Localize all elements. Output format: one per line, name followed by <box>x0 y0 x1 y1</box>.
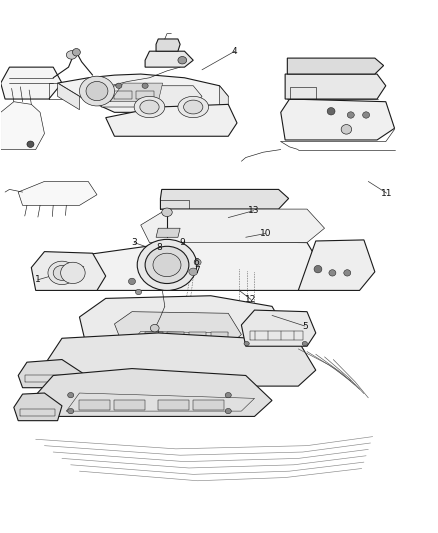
Polygon shape <box>160 189 288 209</box>
Polygon shape <box>166 332 184 340</box>
Text: 3: 3 <box>131 238 137 247</box>
Text: 5: 5 <box>301 321 307 330</box>
Polygon shape <box>193 400 223 410</box>
Ellipse shape <box>60 262 85 284</box>
Ellipse shape <box>66 51 77 59</box>
Polygon shape <box>44 333 315 386</box>
Ellipse shape <box>362 112 369 118</box>
Polygon shape <box>57 74 228 112</box>
Polygon shape <box>1 102 44 150</box>
Text: 13: 13 <box>247 206 259 215</box>
Ellipse shape <box>134 96 164 118</box>
Ellipse shape <box>150 325 159 332</box>
Polygon shape <box>110 83 162 102</box>
Polygon shape <box>1 67 62 99</box>
Polygon shape <box>155 39 180 51</box>
Ellipse shape <box>72 49 80 56</box>
Polygon shape <box>188 332 206 340</box>
Polygon shape <box>79 400 110 410</box>
Text: 4: 4 <box>231 47 237 55</box>
Ellipse shape <box>244 342 249 346</box>
Ellipse shape <box>177 96 208 118</box>
Polygon shape <box>219 86 228 110</box>
Polygon shape <box>141 209 324 243</box>
Text: 12: 12 <box>245 295 256 304</box>
Ellipse shape <box>326 108 334 115</box>
Ellipse shape <box>188 268 197 276</box>
Polygon shape <box>155 228 180 237</box>
Ellipse shape <box>128 278 135 285</box>
Polygon shape <box>57 83 79 110</box>
Ellipse shape <box>86 82 108 101</box>
Polygon shape <box>114 312 241 346</box>
Ellipse shape <box>152 253 180 277</box>
Ellipse shape <box>142 83 148 88</box>
Ellipse shape <box>313 265 321 273</box>
Ellipse shape <box>79 76 114 106</box>
Polygon shape <box>149 209 297 243</box>
Ellipse shape <box>67 392 74 398</box>
Ellipse shape <box>328 270 335 276</box>
Polygon shape <box>101 86 201 107</box>
Text: 11: 11 <box>380 189 392 198</box>
Ellipse shape <box>116 83 122 88</box>
Ellipse shape <box>137 239 196 290</box>
Polygon shape <box>210 332 228 340</box>
Polygon shape <box>62 241 324 290</box>
Ellipse shape <box>225 408 231 414</box>
Ellipse shape <box>27 141 34 148</box>
Ellipse shape <box>140 100 159 114</box>
Polygon shape <box>145 51 193 67</box>
Polygon shape <box>114 400 145 410</box>
Text: 10: 10 <box>259 229 271 238</box>
Ellipse shape <box>177 56 186 64</box>
Ellipse shape <box>301 342 307 346</box>
Ellipse shape <box>194 259 201 265</box>
Polygon shape <box>79 296 289 354</box>
Text: 7: 7 <box>194 266 199 275</box>
Text: 6: 6 <box>194 258 199 266</box>
Polygon shape <box>287 58 383 74</box>
Ellipse shape <box>53 265 71 280</box>
Ellipse shape <box>145 246 188 284</box>
Polygon shape <box>285 74 385 99</box>
Text: 8: 8 <box>156 244 162 253</box>
Ellipse shape <box>183 100 202 114</box>
Ellipse shape <box>67 408 74 414</box>
Polygon shape <box>14 393 62 421</box>
Polygon shape <box>18 360 84 387</box>
Text: 1: 1 <box>35 275 41 284</box>
Text: 9: 9 <box>179 238 185 247</box>
Polygon shape <box>280 99 394 140</box>
Polygon shape <box>145 332 162 340</box>
Polygon shape <box>31 252 106 290</box>
Polygon shape <box>158 400 188 410</box>
Polygon shape <box>297 240 374 290</box>
Polygon shape <box>106 104 237 136</box>
Ellipse shape <box>135 289 141 295</box>
Ellipse shape <box>161 208 172 216</box>
Polygon shape <box>18 181 97 205</box>
Ellipse shape <box>225 392 231 398</box>
Ellipse shape <box>346 112 353 118</box>
Ellipse shape <box>343 270 350 276</box>
Polygon shape <box>35 368 272 416</box>
Ellipse shape <box>48 261 76 285</box>
Polygon shape <box>241 310 315 346</box>
Ellipse shape <box>340 125 351 134</box>
